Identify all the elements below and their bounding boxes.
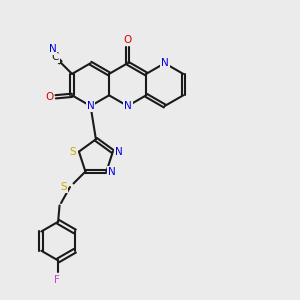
Text: N: N bbox=[124, 101, 131, 111]
Text: N: N bbox=[87, 101, 94, 111]
Text: N: N bbox=[109, 167, 116, 177]
Text: C: C bbox=[51, 52, 59, 62]
Text: N: N bbox=[161, 58, 169, 68]
Text: O: O bbox=[124, 35, 132, 45]
Text: F: F bbox=[54, 275, 59, 285]
Text: N: N bbox=[49, 44, 56, 54]
Text: S: S bbox=[70, 147, 76, 157]
Text: N: N bbox=[115, 147, 123, 157]
Text: S: S bbox=[61, 182, 67, 192]
Text: O: O bbox=[45, 92, 53, 102]
